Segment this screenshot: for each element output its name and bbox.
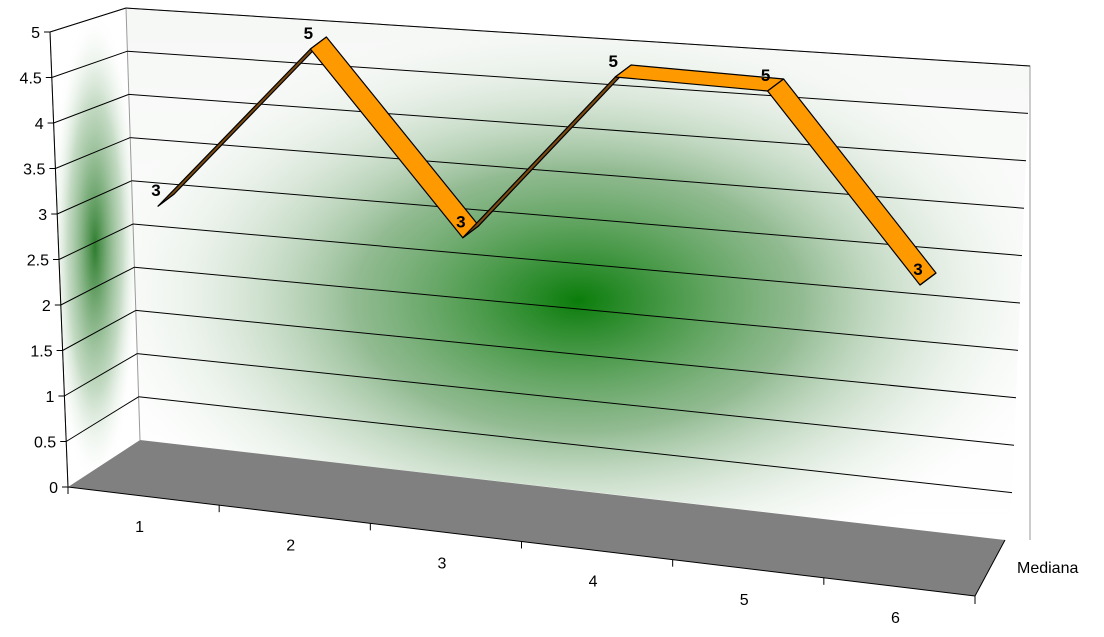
gridline-back [131, 180, 1023, 257]
gridline-side [60, 266, 135, 306]
data-label: 3 [151, 181, 160, 200]
data-label: 5 [304, 24, 313, 43]
gridline-side [53, 93, 129, 124]
gridline-side [62, 309, 137, 351]
y-tick-label: 2.5 [27, 253, 49, 270]
gridline-side [55, 137, 131, 169]
ribbon-cap [919, 272, 937, 286]
gridline-back [127, 50, 1029, 114]
gridline-back [137, 353, 1015, 446]
x-tick-label: 5 [740, 592, 749, 609]
ribbon-cap [157, 193, 175, 207]
gridline-back [125, 7, 1031, 67]
depth-axis-line [974, 539, 1006, 597]
back-wall-gradient [126, 8, 1030, 540]
data-labels: 3 5 3 5 5 3 [151, 24, 922, 279]
axes: 0 0.5 1 1.5 2 2.5 3 3.5 4 4.5 5 1 2 3 4 5 6 Mediana [20, 25, 1079, 627]
y-tick-label: 4 [35, 116, 44, 133]
gridline-side [49, 7, 127, 33]
gridline-back [134, 266, 1019, 351]
gridline-back [135, 309, 1017, 399]
data-label: 5 [761, 66, 770, 85]
series-ribbon [157, 36, 937, 286]
gridline-side [56, 180, 132, 215]
gridline-side [58, 223, 134, 260]
series-axis-label: Mediana [1017, 560, 1078, 577]
gridline-back [138, 396, 1013, 494]
side-wall [50, 8, 140, 487]
y-tick-label: 2 [42, 298, 51, 315]
y-tick-label: 1.5 [30, 344, 52, 361]
y-tick-label: 4.5 [20, 71, 42, 88]
gridline-side [51, 50, 128, 78]
x-tick-label: 2 [286, 537, 295, 554]
y-tick-label: 0 [49, 480, 58, 497]
gridline-side [65, 396, 139, 442]
floor [68, 440, 1005, 596]
data-label: 3 [913, 260, 922, 279]
y-tick-label: 0.5 [34, 435, 56, 452]
data-label: 3 [456, 213, 465, 232]
gridline-back [128, 93, 1027, 162]
data-label: 5 [608, 52, 617, 71]
y-tick-label: 3.5 [23, 162, 45, 179]
gridline-side [64, 353, 138, 397]
y-tick-label: 5 [31, 25, 40, 42]
y-axis-line [49, 31, 69, 488]
gridlines [49, 7, 1031, 494]
gridline-back [132, 223, 1021, 304]
x-tick-label: 6 [891, 610, 900, 627]
x-tick-label: 1 [135, 519, 144, 536]
x-tick-label: 3 [437, 555, 446, 572]
x-tick-label: 4 [589, 574, 598, 591]
y-tick-label: 3 [38, 207, 47, 224]
y-tick-label: 1 [45, 389, 54, 406]
